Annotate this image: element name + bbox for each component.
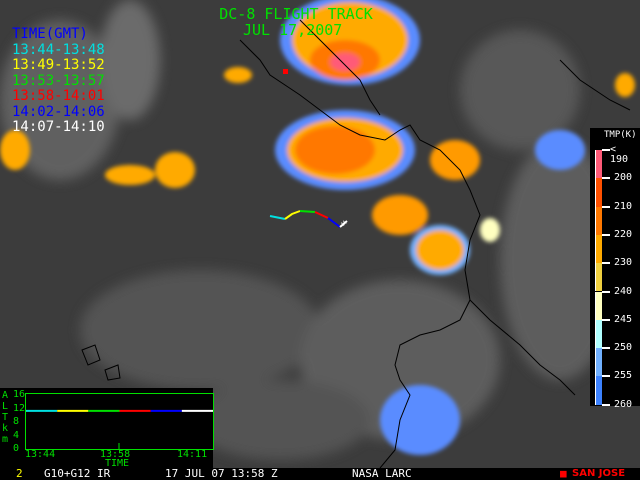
colorbar-swatch [595, 348, 602, 377]
y-tick: 12 [13, 402, 26, 414]
y-tick: 8 [13, 416, 20, 427]
marker-legend-icon: ■ [560, 467, 567, 480]
legend-header: TIME(GMT) [12, 26, 88, 42]
colorbar-tick-label: 230 [614, 257, 633, 269]
altitude-axis-label: ALT km [2, 390, 9, 445]
colorbar-tick [602, 375, 610, 378]
map-title: DC-8 FLIGHT TRACK [219, 5, 373, 23]
cloud-tops [0, 0, 635, 455]
colorbar-swatch [595, 206, 602, 235]
altitude-panel: ALT km 16 12 8 4 0 13:44 13:58 14:11 TIME [0, 388, 214, 469]
colorbar-tick [602, 233, 610, 236]
colorbar-swatch [595, 263, 602, 292]
coastlines [81, 19, 631, 469]
frame-number: 2 [16, 467, 23, 480]
x-axis-label: TIME [105, 458, 130, 469]
colorbar-tick-label: 210 [614, 200, 633, 212]
colorbar-tick [602, 318, 610, 321]
colorbar-swatch [595, 291, 602, 320]
legend-entry: 14:02-14:06 [12, 103, 105, 120]
colorbar-tick-label: < 190 [610, 144, 629, 165]
legend-entry: 13:53-13:57 [12, 72, 105, 89]
map-date: JUL 17,2007 [243, 21, 343, 39]
status-bar: 2 G10+G12 IR 17 JUL 07 13:58 Z NASA LARC… [0, 468, 640, 480]
y-tick: 4 [13, 429, 20, 441]
colorbar-tick-label: 255 [614, 370, 633, 382]
colorbar-tick [602, 290, 610, 293]
colorbar-tick [602, 262, 610, 265]
colorbar-tick-label: 240 [614, 285, 633, 297]
colorbar-label: TMP(K) [604, 130, 637, 140]
colorbar-tick-label: 260 [614, 398, 633, 410]
y-tick: 16 [13, 389, 26, 400]
colorbar-swatch [595, 178, 602, 207]
colorbar-swatch [595, 234, 602, 264]
image-datetime: 17 JUL 07 13:58 Z [165, 467, 278, 480]
colorbar-tick [602, 347, 610, 350]
legend-entry: 14:07-14:10 [12, 119, 105, 135]
y-tick: 0 [13, 443, 20, 454]
legend-entry: 13:58-14:01 [12, 88, 105, 104]
colorbar-tick-label: 200 [614, 172, 633, 184]
colorbar-tick [602, 403, 610, 406]
colorbar-tick [602, 149, 610, 151]
x-tick: 13:44 [25, 449, 56, 460]
colorbar-tick [602, 205, 610, 208]
colorbar-tick-label: 250 [614, 342, 633, 354]
time-legend: TIME(GMT) 13:44-13:48 13:49-13:52 13:53-… [12, 26, 105, 136]
aircraft-icon: ✈ [341, 218, 347, 229]
colorbar-tick-label: 245 [614, 313, 633, 325]
colorbar-swatch [595, 150, 602, 179]
temperature-colorbar: TMP(K) < 190 200 210 220 230 240 245 250 255 260 [590, 128, 640, 409]
x-tick: 13:58 [100, 449, 131, 460]
satellite-channel: G10+G12 IR [44, 467, 111, 480]
legend-entry: 13:44-13:48 [12, 41, 105, 58]
legend-entry: 13:49-13:52 [12, 57, 105, 73]
marker-legend-label: SAN JOSE [572, 468, 626, 479]
flight-track [269, 210, 348, 228]
x-tick: 14:11 [177, 449, 208, 460]
colorbar-tick [602, 177, 610, 180]
colorbar-swatch [595, 376, 602, 405]
data-source: NASA LARC [352, 467, 412, 480]
san-jose-marker [283, 69, 288, 74]
colorbar-swatch [595, 319, 602, 349]
altitude-plot [25, 393, 214, 450]
colorbar-tick-label: 220 [614, 228, 633, 240]
